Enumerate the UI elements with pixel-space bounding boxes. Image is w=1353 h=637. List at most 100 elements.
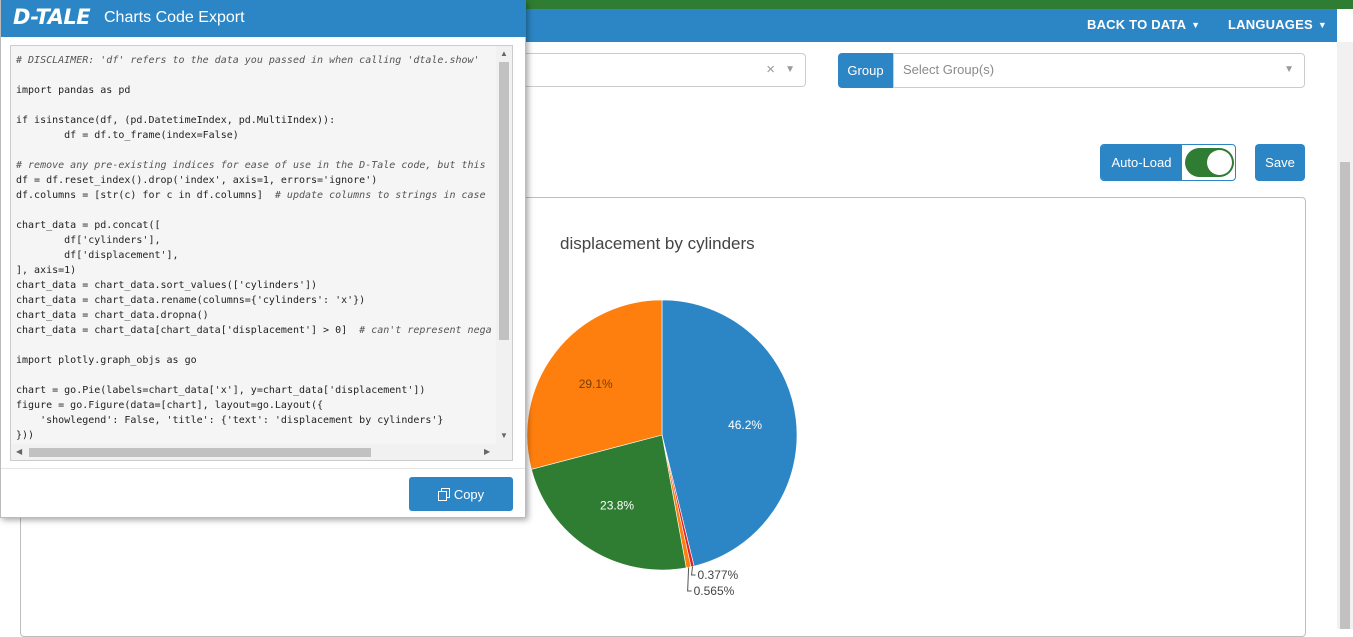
code-statement: chart_data = chart_data.sort_values(['cy… (16, 280, 318, 291)
code-statement (16, 100, 22, 111)
code-statement: df['cylinders'], (16, 235, 161, 246)
code-line: df.columns = [str(c) for c in df.columns… (16, 188, 496, 203)
code-line: chart_data = chart_data.rename(columns={… (16, 293, 496, 308)
pie-slice-label: 46.2% (728, 418, 762, 432)
code-statement: chart = go.Pie(labels=chart_data['x'], y… (16, 385, 426, 396)
code-statement (16, 145, 22, 156)
pie-slice[interactable] (661, 299, 798, 567)
code-vertical-scrollbar[interactable]: ▲ ▼ (496, 46, 512, 444)
code-line (16, 203, 496, 218)
code-line (16, 143, 496, 158)
pie-slice-label: 29.1% (579, 377, 613, 391)
code-line: df = df.to_frame(index=False) (16, 128, 496, 143)
chevron-down-icon[interactable]: ▼ (1284, 64, 1294, 75)
top-strip (0, 0, 1353, 9)
pie-chart: 46.2% 23.8% 29.1% 0.377% 0.565% (526, 299, 798, 598)
copy-button[interactable]: Copy (409, 477, 513, 511)
save-button[interactable]: Save (1255, 144, 1305, 181)
scroll-down-icon[interactable]: ▼ (500, 431, 508, 440)
code-statement: import pandas as pd (16, 85, 131, 96)
auto-load-label: Auto-Load (1101, 145, 1182, 180)
chart-title: displacement by cylinders (560, 234, 755, 253)
scroll-left-icon[interactable]: ◀ (16, 447, 23, 456)
code-statement: })) (16, 430, 35, 441)
pie-slice-label: 23.8% (600, 499, 634, 513)
chevron-down-icon: ▼ (1191, 20, 1201, 30)
code-line (16, 338, 496, 353)
pie-slice-label: 0.565% (694, 584, 735, 598)
languages-label: LANGUAGES (1228, 17, 1313, 32)
pie-label-leader (687, 567, 692, 592)
code-line (16, 98, 496, 113)
code-statement: figure = go.Figure(data=[chart], layout=… (16, 400, 324, 411)
code-statement (16, 70, 22, 81)
code-horizontal-scrollbar[interactable]: ◀ ▶ (11, 444, 512, 460)
code-line: })) (16, 428, 496, 443)
back-to-data-link[interactable]: BACK TO DATA ▼ (1087, 17, 1200, 32)
code-line: # remove any pre-existing indices for ea… (16, 158, 496, 173)
code-line: # DISCLAIMER: 'df' refers to the data yo… (16, 53, 496, 68)
back-to-data-label: BACK TO DATA (1087, 17, 1187, 32)
clear-icon[interactable]: × (766, 61, 775, 78)
code-line: df['displacement'], (16, 248, 496, 263)
chevron-down-icon: ▼ (1317, 20, 1327, 30)
dtale-logo: D-TALE (13, 5, 91, 29)
scroll-right-icon[interactable]: ▶ (484, 447, 491, 456)
code-line: chart_data = chart_data.sort_values(['cy… (16, 278, 496, 293)
code-statement: import plotly.graph_objs as go (16, 355, 197, 366)
code-statement: df['displacement'], (16, 250, 179, 261)
chart-field-select[interactable]: × ▼ (510, 53, 806, 87)
code-line: import pandas as pd (16, 83, 496, 98)
code-statement: ], axis=1) (16, 265, 77, 276)
pie-label-leader (690, 566, 696, 576)
code-line: chart_data = chart_data.dropna() (16, 308, 496, 323)
code-line: chart_data = pd.concat([ (16, 218, 496, 233)
code-statement (16, 340, 22, 351)
modal-footer-divider (1, 468, 525, 469)
code-box[interactable]: # DISCLAIMER: 'df' refers to the data yo… (10, 45, 513, 461)
code-vertical-thumb[interactable] (499, 62, 509, 340)
page-scrollbar-thumb[interactable] (1340, 162, 1350, 629)
code-statement (16, 370, 22, 381)
code-statement: df = df.reset_index().drop('index', axis… (16, 175, 378, 186)
code-statement: 'showlegend': False, 'title': {'text': '… (16, 415, 444, 426)
modal-header: D-TALE Charts Code Export (1, 0, 526, 37)
code-export-modal: D-TALE Charts Code Export # DISCLAIMER: … (0, 0, 526, 518)
code-line: chart_data = chart_data[chart_data['disp… (16, 323, 496, 338)
copy-icon (437, 487, 450, 501)
code-line: df = df.reset_index().drop('index', axis… (16, 173, 496, 188)
code-statement: df.columns = [str(c) for c in df.columns… (16, 190, 263, 201)
group-label-button: Group (838, 53, 893, 88)
code-comment: # can't represent nega (347, 325, 492, 336)
code-line: df['cylinders'], (16, 233, 496, 248)
chevron-down-icon[interactable]: ▼ (785, 64, 795, 75)
group-select-placeholder: Select Group(s) (903, 62, 995, 77)
languages-link[interactable]: LANGUAGES ▼ (1228, 17, 1327, 32)
code-statement: chart_data = pd.concat([ (16, 220, 161, 231)
pie-slice[interactable] (526, 299, 663, 470)
code-statement (16, 205, 22, 216)
code-horizontal-thumb[interactable] (29, 448, 371, 457)
code-text[interactable]: # DISCLAIMER: 'df' refers to the data yo… (16, 53, 496, 443)
toggle-knob (1207, 150, 1232, 175)
auto-load-control[interactable]: Auto-Load (1100, 144, 1236, 181)
modal-title: Charts Code Export (104, 9, 245, 26)
group-select[interactable]: Select Group(s) ▼ (893, 53, 1305, 88)
pie-slice-label: 0.377% (698, 568, 739, 582)
auto-load-toggle[interactable] (1185, 148, 1234, 177)
copy-label: Copy (453, 486, 485, 502)
code-comment: # update columns to strings in case (262, 190, 486, 201)
code-statement: chart_data = chart_data.dropna() (16, 310, 209, 321)
code-comment: # remove any pre-existing indices for ea… (16, 160, 486, 171)
code-line: import plotly.graph_objs as go (16, 353, 496, 368)
page-scrollbar[interactable] (1337, 42, 1353, 629)
code-line: if isinstance(df, (pd.DatetimeIndex, pd.… (16, 113, 496, 128)
code-line: chart = go.Pie(labels=chart_data['x'], y… (16, 383, 496, 398)
code-line (16, 368, 496, 383)
code-line: ], axis=1) (16, 263, 496, 278)
code-statement: if isinstance(df, (pd.DatetimeIndex, pd.… (16, 115, 336, 126)
code-line: figure = go.Figure(data=[chart], layout=… (16, 398, 496, 413)
code-statement: chart_data = chart_data.rename(columns={… (16, 295, 366, 306)
scroll-up-icon[interactable]: ▲ (500, 49, 508, 58)
pie-slice[interactable] (531, 434, 687, 571)
